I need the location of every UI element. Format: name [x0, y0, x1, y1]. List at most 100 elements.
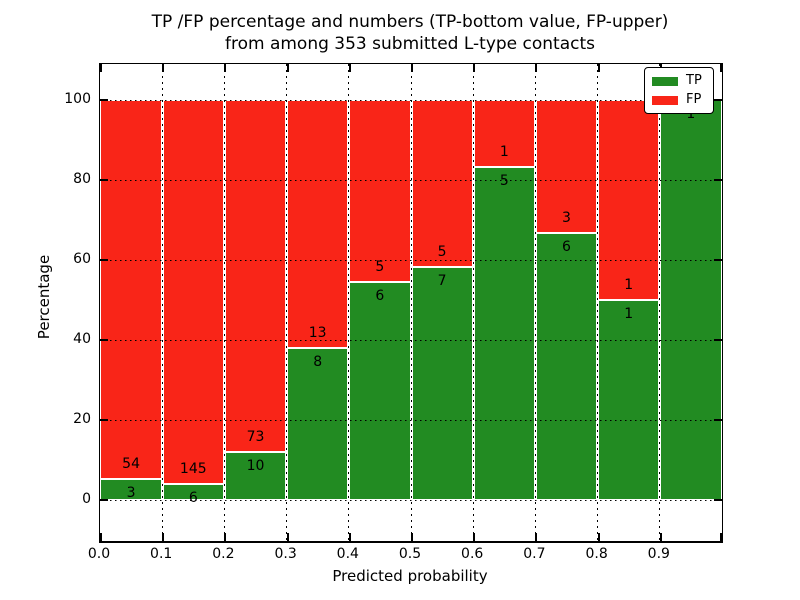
fp-count-annotation: 145	[179, 461, 207, 478]
x-axis-label: Predicted probability	[332, 567, 488, 585]
vertical-gridline	[347, 64, 351, 541]
vertical-gridline	[596, 64, 600, 541]
tp-count-annotation: 7	[437, 272, 447, 289]
tp-count-annotation: 5	[499, 172, 509, 189]
y-tick-mark	[714, 259, 722, 261]
y-tick-mark	[714, 419, 722, 421]
horizontal-gridline	[100, 340, 722, 341]
fp-bar-segment	[162, 100, 225, 485]
y-tick-label: 60	[73, 251, 91, 267]
vertical-gridline	[471, 64, 475, 541]
x-tick-label: 0.6	[461, 546, 484, 562]
tp-bar-segment	[659, 100, 722, 500]
y-tick-label: 80	[73, 171, 91, 187]
x-tick-mark	[162, 64, 165, 72]
y-tick-mark	[714, 179, 722, 181]
y-tick-mark	[714, 499, 722, 501]
x-tick-mark	[411, 64, 413, 72]
tp-bar-segment	[473, 166, 536, 500]
y-tick-label: 40	[73, 331, 91, 347]
fp-bar-segment	[348, 100, 411, 282]
x-tick-mark	[348, 533, 351, 541]
tp-count-annotation: 6	[375, 287, 385, 304]
fp-bar-segment	[411, 100, 474, 267]
tp-count-annotation: 8	[313, 353, 323, 370]
fp-bar-segment	[224, 100, 287, 452]
tp-color-swatch	[652, 76, 678, 86]
y-tick-mark	[100, 259, 108, 261]
fp-count-annotation: 3	[562, 210, 571, 227]
x-tick-label: 0.9	[647, 546, 670, 562]
x-tick-mark	[473, 64, 476, 72]
x-tick-mark	[224, 64, 227, 72]
tp-bar-segment	[348, 281, 411, 500]
vertical-gridline	[533, 64, 537, 541]
x-tick-mark	[720, 64, 722, 72]
y-tick-mark	[714, 99, 722, 101]
tp-count-annotation: 3	[126, 484, 136, 501]
x-tick-label: 0.5	[398, 546, 422, 562]
x-tick-label: 0.3	[274, 546, 297, 562]
x-tick-label: 0.1	[150, 546, 173, 562]
tp-count-annotation: 1	[686, 106, 696, 122]
x-tick-mark	[535, 533, 538, 541]
legend-label-fp: FP	[686, 92, 702, 107]
y-tick-mark	[100, 419, 108, 421]
fp-count-annotation: 13	[308, 324, 327, 341]
horizontal-gridline	[100, 260, 722, 261]
vertical-gridline	[160, 64, 164, 541]
x-tick-mark	[597, 64, 600, 72]
horizontal-gridline	[100, 420, 722, 421]
x-tick-mark	[100, 533, 102, 541]
tp-count-annotation: 10	[246, 457, 265, 474]
y-tick-mark	[100, 499, 108, 501]
tp-count-annotation: 1	[624, 306, 634, 322]
x-tick-mark	[286, 533, 289, 541]
fp-bar-segment	[286, 100, 349, 348]
x-tick-label: 0.2	[212, 546, 235, 562]
x-tick-mark	[162, 533, 165, 541]
horizontal-gridline	[100, 500, 722, 501]
y-tick-mark	[100, 179, 108, 181]
x-tick-label: 0.8	[585, 546, 608, 562]
vertical-gridline	[409, 64, 413, 541]
horizontal-gridline	[100, 180, 722, 181]
fp-count-annotation: 73	[246, 428, 265, 445]
vertical-gridline	[285, 64, 289, 541]
x-tick-mark	[100, 64, 102, 72]
x-tick-mark	[720, 533, 722, 541]
y-tick-mark	[100, 339, 108, 341]
fp-count-annotation: 5	[437, 243, 447, 260]
y-tick-mark	[714, 339, 722, 341]
chart-title-line2: from among 353 submitted L-type contacts	[224, 34, 596, 54]
x-tick-mark	[411, 533, 413, 541]
x-tick-label: 0.0	[87, 546, 111, 562]
legend: TP FP	[644, 67, 714, 114]
legend-label-tp: TP	[686, 73, 702, 88]
fp-count-annotation: 54	[122, 455, 141, 472]
x-tick-mark	[348, 64, 351, 72]
fp-bar-segment	[100, 100, 163, 479]
x-tick-mark	[535, 64, 538, 72]
tp-bar-segment	[597, 300, 660, 500]
x-tick-mark	[286, 64, 289, 72]
chart-title-line1: TP /FP percentage and numbers (TP-bottom…	[151, 12, 669, 32]
fp-count-annotation: 1	[624, 277, 634, 293]
tp-bar-segment	[411, 266, 474, 500]
x-tick-label: 0.7	[523, 546, 546, 562]
y-tick-label: 0	[82, 491, 91, 507]
fp-color-swatch	[652, 95, 678, 105]
vertical-gridline	[222, 64, 226, 541]
tp-bar-segment	[286, 347, 349, 500]
y-tick-label: 20	[73, 411, 91, 427]
fp-count-annotation: 5	[375, 258, 385, 275]
x-tick-mark	[659, 533, 662, 541]
tp-bar-segment	[535, 233, 598, 500]
legend-item-fp: FP	[652, 93, 706, 107]
x-tick-mark	[473, 533, 476, 541]
x-tick-label: 0.4	[336, 546, 359, 562]
vertical-gridline	[658, 64, 662, 541]
legend-item-tp: TP	[652, 74, 706, 88]
tp-count-annotation: 6	[562, 239, 571, 256]
